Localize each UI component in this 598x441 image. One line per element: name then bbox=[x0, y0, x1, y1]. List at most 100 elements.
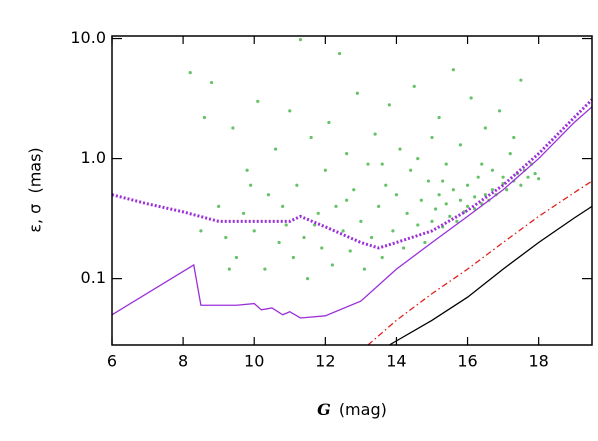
data-point bbox=[345, 198, 349, 202]
data-point bbox=[224, 235, 228, 240]
data-point bbox=[352, 188, 356, 192]
data-point bbox=[465, 183, 470, 187]
y-axis-label: ε, σ (mas) bbox=[26, 147, 45, 232]
data-point bbox=[320, 246, 324, 250]
data-point bbox=[380, 162, 384, 166]
data-point bbox=[458, 198, 463, 202]
data-point bbox=[437, 193, 441, 197]
data-point bbox=[437, 115, 441, 120]
data-point bbox=[426, 179, 431, 183]
data-point bbox=[441, 179, 445, 183]
data-point bbox=[451, 188, 455, 192]
data-point bbox=[537, 177, 541, 181]
plot-frame bbox=[111, 35, 593, 346]
data-point bbox=[416, 156, 420, 161]
data-point bbox=[433, 207, 438, 211]
data-point bbox=[465, 204, 470, 208]
data-point bbox=[483, 193, 487, 197]
data-point bbox=[266, 193, 271, 197]
data-point bbox=[273, 147, 278, 151]
data-point bbox=[359, 219, 363, 223]
data-point bbox=[227, 267, 231, 271]
x-tick-label: 16 bbox=[457, 352, 477, 371]
data-point bbox=[480, 162, 484, 166]
data-point bbox=[505, 188, 509, 192]
data-point bbox=[483, 126, 487, 130]
data-point bbox=[444, 202, 448, 206]
data-point bbox=[277, 240, 281, 245]
data-point bbox=[490, 188, 495, 192]
data-point bbox=[288, 109, 292, 113]
x-axis-symbol: G bbox=[317, 400, 331, 419]
data-point bbox=[355, 91, 359, 95]
data-point bbox=[199, 229, 203, 233]
data-point bbox=[501, 175, 505, 179]
y-tick-label: 10.0 bbox=[70, 28, 106, 47]
data-point bbox=[412, 84, 416, 88]
data-point bbox=[305, 277, 310, 281]
data-point bbox=[444, 162, 448, 166]
data-point bbox=[284, 223, 288, 227]
curve bbox=[111, 98, 594, 250]
curve bbox=[389, 205, 593, 346]
data-point bbox=[373, 132, 377, 136]
data-point bbox=[473, 195, 477, 199]
data-point bbox=[512, 135, 516, 140]
data-point bbox=[458, 143, 463, 147]
data-point bbox=[202, 115, 207, 120]
data-point bbox=[476, 175, 480, 179]
x-axis-unit: (mag) bbox=[339, 400, 387, 419]
data-point bbox=[252, 229, 256, 233]
x-tick-label: 6 bbox=[107, 352, 117, 371]
data-point bbox=[245, 168, 249, 172]
curve bbox=[111, 106, 593, 319]
data-point bbox=[519, 183, 523, 187]
y-tick-label: 1.0 bbox=[81, 148, 106, 167]
data-point bbox=[263, 267, 267, 271]
data-point bbox=[209, 80, 214, 85]
data-point bbox=[469, 96, 473, 100]
data-point bbox=[188, 71, 192, 75]
data-point bbox=[256, 99, 260, 103]
data-point bbox=[387, 103, 391, 107]
data-point bbox=[291, 255, 295, 260]
data-point bbox=[519, 78, 523, 82]
data-point bbox=[323, 168, 327, 172]
data-point bbox=[348, 249, 352, 253]
data-point bbox=[430, 135, 434, 140]
data-point bbox=[234, 255, 239, 260]
data-point bbox=[533, 171, 537, 176]
data-point bbox=[249, 183, 253, 187]
data-point bbox=[302, 235, 306, 240]
data-point bbox=[398, 147, 402, 151]
data-point bbox=[295, 183, 299, 187]
x-tick-label: 8 bbox=[178, 352, 188, 371]
data-point bbox=[345, 152, 349, 156]
data-point bbox=[327, 120, 331, 125]
data-point bbox=[416, 223, 420, 227]
data-point bbox=[334, 204, 338, 208]
data-point bbox=[497, 109, 502, 113]
x-tick-label: 12 bbox=[315, 352, 335, 371]
data-point bbox=[330, 263, 335, 267]
data-point bbox=[490, 168, 495, 172]
data-point bbox=[281, 204, 285, 208]
data-point bbox=[391, 229, 395, 233]
data-point bbox=[380, 255, 384, 260]
data-point bbox=[401, 246, 406, 250]
data-point bbox=[394, 193, 399, 197]
data-point bbox=[366, 162, 370, 166]
x-tick-label: 10 bbox=[244, 352, 264, 371]
data-point bbox=[309, 135, 313, 140]
data-point bbox=[241, 211, 246, 215]
data-point bbox=[369, 235, 374, 240]
data-point bbox=[384, 183, 388, 187]
data-point bbox=[526, 175, 530, 179]
data-point bbox=[298, 37, 303, 42]
data-point bbox=[455, 219, 459, 223]
data-point bbox=[409, 168, 413, 172]
data-point bbox=[231, 126, 235, 130]
data-point bbox=[419, 198, 423, 202]
data-point bbox=[316, 211, 320, 215]
